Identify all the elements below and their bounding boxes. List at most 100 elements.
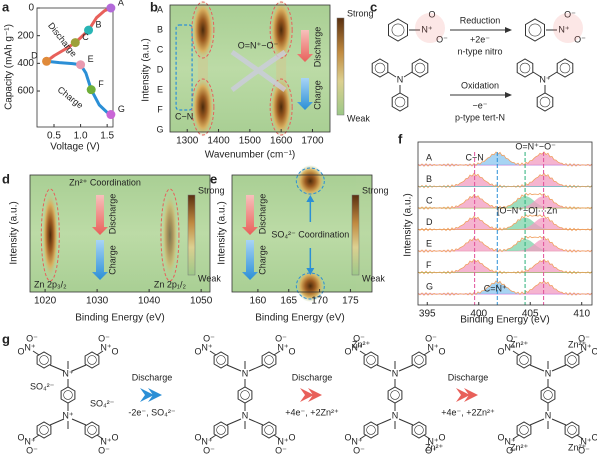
atom: O xyxy=(288,346,295,356)
benzene-ring xyxy=(516,58,534,78)
atom: O⁻ xyxy=(574,34,586,44)
data-point xyxy=(42,56,52,66)
plot-frame xyxy=(29,174,211,293)
ion-label: Zn²⁺ xyxy=(568,442,587,452)
aromatic-circle xyxy=(390,390,400,400)
arrowhead xyxy=(505,27,512,33)
bond xyxy=(96,350,104,356)
arrow-label: Discharge xyxy=(312,27,322,68)
charge-arrow xyxy=(297,78,313,110)
bond xyxy=(226,364,242,372)
atom: O xyxy=(591,346,597,356)
atom: N⁺ xyxy=(421,24,432,34)
panel-label: f xyxy=(398,131,403,146)
atom: O⁻ xyxy=(353,333,365,343)
atom: O⁻ xyxy=(425,333,437,343)
atom: N xyxy=(392,410,399,420)
panel-label: e xyxy=(210,171,217,186)
band-outline xyxy=(269,1,293,59)
bond xyxy=(359,434,367,440)
benzene-ring xyxy=(371,58,389,78)
atom: O⁻ xyxy=(506,445,518,454)
x-axis-label: Voltage (V) xyxy=(50,142,99,153)
step-label: Discharge xyxy=(292,372,333,382)
aromatic-circle xyxy=(216,355,226,365)
atom: O xyxy=(497,432,504,442)
bond xyxy=(529,364,545,372)
bond xyxy=(532,71,542,78)
bond xyxy=(49,418,65,426)
atom: N⁺ xyxy=(100,436,111,446)
band-hotspot xyxy=(191,0,214,60)
bond xyxy=(273,350,281,356)
band-outline xyxy=(269,78,293,136)
benzene-ring xyxy=(84,421,100,439)
ion-label: SO₄²⁻ xyxy=(30,381,55,391)
aromatic-circle xyxy=(391,23,405,37)
bond xyxy=(32,434,40,440)
aromatic-circle xyxy=(374,62,386,74)
atom: O xyxy=(111,432,118,442)
row-label: A xyxy=(426,152,432,162)
panel-label: a xyxy=(2,0,10,14)
annotation: [O−N⁺−O]···Zn xyxy=(497,205,557,215)
benzene-ring xyxy=(391,92,409,112)
highlight xyxy=(415,13,445,43)
step-arrow xyxy=(300,388,322,402)
reaction-label: −e⁻ xyxy=(472,100,487,110)
x-axis-label: Binding Energy (eV) xyxy=(75,313,165,324)
discharge-arrow xyxy=(297,30,313,62)
aromatic-circle xyxy=(567,355,577,365)
curve xyxy=(46,59,112,116)
bond xyxy=(248,418,264,426)
arrowhead xyxy=(505,92,512,98)
atom: N⁺ xyxy=(277,436,288,446)
band-hotspot xyxy=(296,165,325,197)
bond xyxy=(226,418,242,426)
row-label: C xyxy=(426,195,433,205)
benzene-ring xyxy=(261,351,277,369)
benzene-ring xyxy=(564,421,580,439)
bond xyxy=(376,418,392,426)
fitted-peak xyxy=(449,217,500,230)
series-label: Charge xyxy=(56,84,85,110)
point-label: B xyxy=(96,20,102,30)
panel-label: g xyxy=(2,331,10,346)
y-tick-label: 600 xyxy=(17,86,34,97)
x-tick-label: 170 xyxy=(311,296,328,307)
x-tick-label: 410 xyxy=(573,309,590,320)
row-label: F xyxy=(157,104,163,114)
atom: O⁻ xyxy=(564,9,576,19)
fitted-peak xyxy=(518,282,569,294)
data-point xyxy=(106,110,116,120)
x-tick-label: 1300 xyxy=(176,136,199,147)
atom: O⁻ xyxy=(578,333,590,343)
step-label: Discharge xyxy=(132,372,173,382)
arrowhead xyxy=(306,268,315,275)
atom: N⁺ xyxy=(24,342,35,352)
band-hotspot xyxy=(296,270,325,302)
aromatic-circle xyxy=(39,355,49,365)
colorbar xyxy=(336,17,345,116)
ion-label: SO₄²⁻ xyxy=(90,398,115,408)
x-tick-label: 1.5 xyxy=(100,131,114,142)
atom: O⁻ xyxy=(425,445,437,454)
aromatic-circle xyxy=(528,23,542,37)
ion-label: Zn²⁺ xyxy=(425,442,444,452)
aromatic-circle xyxy=(543,390,553,400)
colorbar-label: Strong xyxy=(347,8,374,18)
arrow-label: Charge xyxy=(257,245,267,275)
step-label: Discharge xyxy=(448,372,489,382)
bond xyxy=(376,364,392,372)
atom: N⁺ xyxy=(277,342,288,352)
ion-label: Zn²⁺ xyxy=(510,339,529,349)
point-label: F xyxy=(98,79,104,89)
bond xyxy=(551,418,567,426)
bond xyxy=(576,434,584,440)
benzene-ring xyxy=(363,351,379,369)
colorbar-label: Weak xyxy=(362,273,385,283)
row-label: E xyxy=(426,238,432,248)
annotation: O=N⁺−O⁻ xyxy=(515,141,556,151)
benzene-ring xyxy=(516,421,532,439)
